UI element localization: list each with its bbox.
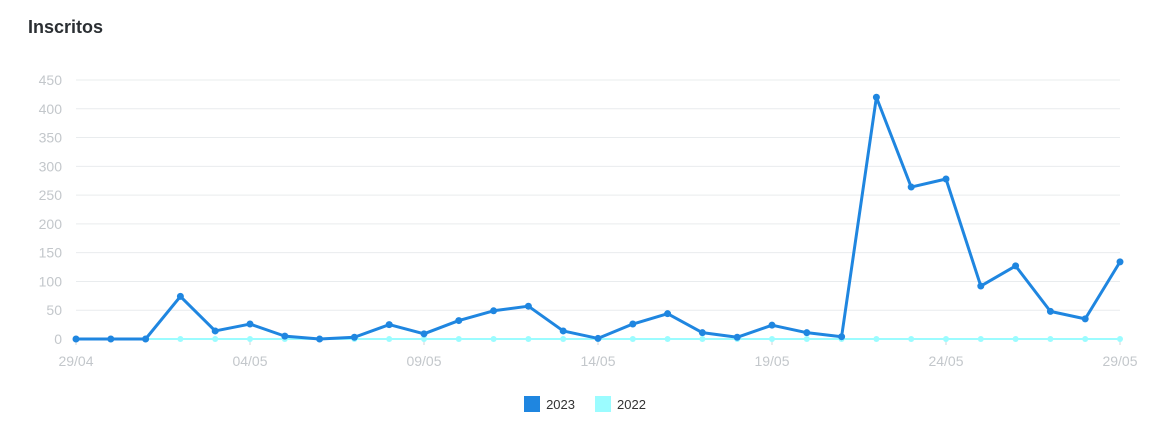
data-point[interactable] <box>1012 336 1019 342</box>
data-point[interactable] <box>1046 307 1054 315</box>
y-tick-label: 400 <box>39 101 63 117</box>
data-point[interactable] <box>72 335 80 343</box>
legend-swatch-2023 <box>524 396 541 412</box>
data-point[interactable] <box>420 330 428 338</box>
data-point[interactable] <box>664 336 671 342</box>
y-tick-label: 100 <box>39 273 63 289</box>
series-line-2023 <box>76 95 1122 341</box>
data-point[interactable] <box>560 336 567 342</box>
legend: 2023 2022 <box>0 396 1170 412</box>
x-tick-label: 29/05 <box>1102 353 1137 369</box>
grid-lines <box>76 79 1120 340</box>
data-point[interactable] <box>107 335 115 343</box>
data-point[interactable] <box>247 336 253 342</box>
data-point[interactable] <box>316 335 324 343</box>
data-point[interactable] <box>176 292 184 300</box>
data-point[interactable] <box>977 336 984 342</box>
data-point[interactable] <box>872 93 880 101</box>
y-tick-label: 250 <box>39 187 63 203</box>
data-point[interactable] <box>1081 315 1089 323</box>
data-point[interactable] <box>455 317 463 325</box>
x-tick-label: 14/05 <box>580 353 615 369</box>
series-group <box>72 93 1124 343</box>
data-point[interactable] <box>907 183 915 191</box>
data-point[interactable] <box>733 333 741 341</box>
data-point[interactable] <box>629 336 636 342</box>
data-point[interactable] <box>594 334 602 342</box>
data-point[interactable] <box>803 336 810 342</box>
data-point[interactable] <box>559 327 567 335</box>
data-point[interactable] <box>281 332 289 340</box>
legend-label-2023: 2023 <box>546 396 575 412</box>
data-point[interactable] <box>908 336 915 342</box>
data-point[interactable] <box>350 333 358 341</box>
y-axis-ticks: 0 50 100 150 200 250 300 350 400 450 <box>39 72 63 347</box>
data-point[interactable] <box>698 329 706 337</box>
legend-item-2022[interactable]: 2022 <box>595 396 646 412</box>
data-point[interactable] <box>421 336 427 342</box>
data-point[interactable] <box>942 175 950 183</box>
x-tick-label: 29/04 <box>58 353 93 369</box>
data-point[interactable] <box>838 333 846 341</box>
chart-title: Inscritos <box>28 17 104 37</box>
legend-item-2023[interactable]: 2023 <box>524 396 575 412</box>
x-tick-label: 09/05 <box>406 353 441 369</box>
y-tick-label: 150 <box>39 245 63 261</box>
series-2023 <box>72 93 1124 343</box>
data-point[interactable] <box>629 320 637 328</box>
y-tick-label: 350 <box>39 130 63 146</box>
data-point[interactable] <box>212 336 219 342</box>
data-point[interactable] <box>699 336 706 342</box>
data-point[interactable] <box>525 336 532 342</box>
data-point[interactable] <box>142 335 150 343</box>
data-point[interactable] <box>1047 336 1054 342</box>
x-tick-label: 19/05 <box>754 353 789 369</box>
data-point[interactable] <box>490 336 497 342</box>
data-point[interactable] <box>455 336 462 342</box>
data-point[interactable] <box>1012 262 1020 270</box>
data-point[interactable] <box>1116 258 1124 266</box>
y-tick-label: 50 <box>46 302 62 318</box>
data-point[interactable] <box>246 320 254 328</box>
data-point[interactable] <box>386 336 393 342</box>
data-point[interactable] <box>873 336 880 342</box>
data-point[interactable] <box>1117 336 1123 342</box>
legend-label-2022: 2022 <box>617 396 646 412</box>
legend-swatch-2022 <box>595 396 611 412</box>
data-point[interactable] <box>1082 336 1089 342</box>
data-point[interactable] <box>803 329 811 337</box>
data-point[interactable] <box>664 310 672 318</box>
x-axis: 29/04 04/05 09/05 14/05 19/05 24/05 29/05 <box>58 339 1138 369</box>
data-point[interactable] <box>768 321 776 329</box>
y-tick-label: 450 <box>39 72 63 88</box>
y-tick-label: 200 <box>39 216 63 232</box>
y-tick-label: 0 <box>54 331 62 347</box>
y-tick-label: 300 <box>39 158 63 174</box>
data-point[interactable] <box>385 321 393 329</box>
data-point[interactable] <box>524 302 532 310</box>
data-point[interactable] <box>490 307 498 315</box>
x-tick-label: 24/05 <box>928 353 963 369</box>
data-point[interactable] <box>211 327 219 335</box>
x-tick-label: 04/05 <box>232 353 267 369</box>
data-point[interactable] <box>977 282 985 290</box>
line-chart: 0 50 100 150 200 250 300 350 400 450 29/04 04/05 09… <box>39 72 1138 369</box>
data-point[interactable] <box>769 336 775 342</box>
data-point[interactable] <box>943 336 949 342</box>
data-point[interactable] <box>177 336 184 342</box>
